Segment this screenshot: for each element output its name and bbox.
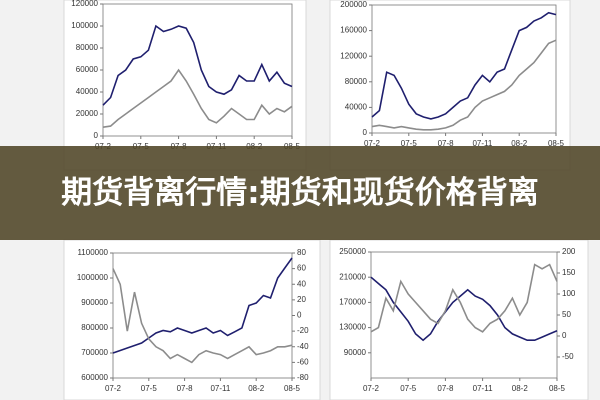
series-line xyxy=(371,39,557,131)
y-tick-label: 80000 xyxy=(345,77,368,86)
y2-tick-label: 150 xyxy=(562,268,576,277)
series-line xyxy=(112,257,293,354)
y-tick-label: 800000 xyxy=(81,323,108,332)
x-tick-label: 08-2 xyxy=(511,139,528,148)
y2-tick-label: 40 xyxy=(297,279,306,288)
y2-tick-label: 20 xyxy=(297,295,306,304)
x-tick-label: 07-2 xyxy=(363,384,380,393)
y2-tick-label: -60 xyxy=(297,357,309,366)
x-tick-label: 08-2 xyxy=(248,384,265,393)
x-tick-label: 08-5 xyxy=(548,139,565,148)
y-tick-label: 120000 xyxy=(71,0,98,8)
x-tick-label: 07-5 xyxy=(401,139,418,148)
y2-tick-label: -50 xyxy=(562,352,574,361)
y2-tick-label: -80 xyxy=(297,373,309,382)
y2-tick-label: 100 xyxy=(562,289,576,298)
y-tick-label: 60000 xyxy=(76,65,99,74)
y-tick-label: 210000 xyxy=(339,272,366,281)
x-tick-label: 07-8 xyxy=(177,384,194,393)
series-line xyxy=(371,11,557,120)
y-tick-label: 700000 xyxy=(81,348,108,357)
series-line xyxy=(102,24,293,106)
y2-tick-label: 0 xyxy=(562,331,567,340)
y-tick-label: 80000 xyxy=(76,43,99,52)
series-line xyxy=(370,276,558,342)
x-tick-label: 07-11 xyxy=(473,384,493,393)
panel xyxy=(329,0,571,171)
x-tick-label: 07-5 xyxy=(141,384,158,393)
plot-frame xyxy=(371,4,557,134)
x-tick-label: 08-5 xyxy=(549,384,566,393)
x-tick-label: 07-8 xyxy=(438,139,455,148)
y-tick-label: 130000 xyxy=(339,323,366,332)
y-tick-label: 100000 xyxy=(71,21,98,30)
x-tick-label: 08-2 xyxy=(512,384,529,393)
y-tick-label: 200000 xyxy=(340,0,367,9)
x-tick-label: 07-2 xyxy=(105,384,122,393)
y-tick-label: 40000 xyxy=(345,103,368,112)
y-tick-label: 600000 xyxy=(81,373,108,382)
y2-tick-label: 0 xyxy=(297,311,302,320)
banner-title: 期货背离行情:期货和现货价格背离 xyxy=(61,175,539,211)
y2-tick-label: 50 xyxy=(562,310,571,319)
y-tick-label: 1100000 xyxy=(77,248,108,257)
series-line xyxy=(370,263,558,333)
y-tick-label: 900000 xyxy=(81,298,108,307)
series-line xyxy=(102,68,293,128)
y-tick-label: 170000 xyxy=(339,298,366,307)
y2-tick-label: 200 xyxy=(562,247,576,256)
x-tick-label: 07-2 xyxy=(364,139,381,148)
series-line xyxy=(112,268,293,364)
y-tick-label: 160000 xyxy=(340,26,367,35)
x-tick-label: 07-11 xyxy=(472,139,492,148)
y-tick-label: 20000 xyxy=(76,109,99,118)
panel xyxy=(63,239,321,400)
y-tick-label: 0 xyxy=(363,128,368,137)
x-tick-label: 08-5 xyxy=(284,384,301,393)
banner: 期货背离行情:期货和现货价格背离 xyxy=(0,146,600,240)
y-tick-label: 1000000 xyxy=(77,273,109,282)
y-tick-label: 40000 xyxy=(76,87,99,96)
y2-tick-label: -40 xyxy=(297,342,309,351)
y-tick-label: 250000 xyxy=(339,247,366,256)
x-tick-label: 07-11 xyxy=(210,384,230,393)
y2-tick-label: -20 xyxy=(297,326,309,335)
y-tick-label: 90000 xyxy=(344,348,367,357)
x-tick-label: 07-8 xyxy=(437,384,454,393)
y-tick-label: 120000 xyxy=(340,51,367,60)
y2-tick-label: 60 xyxy=(297,264,306,273)
y2-tick-label: 80 xyxy=(297,248,306,257)
x-tick-label: 07-5 xyxy=(400,384,417,393)
y-tick-label: 0 xyxy=(94,131,99,140)
